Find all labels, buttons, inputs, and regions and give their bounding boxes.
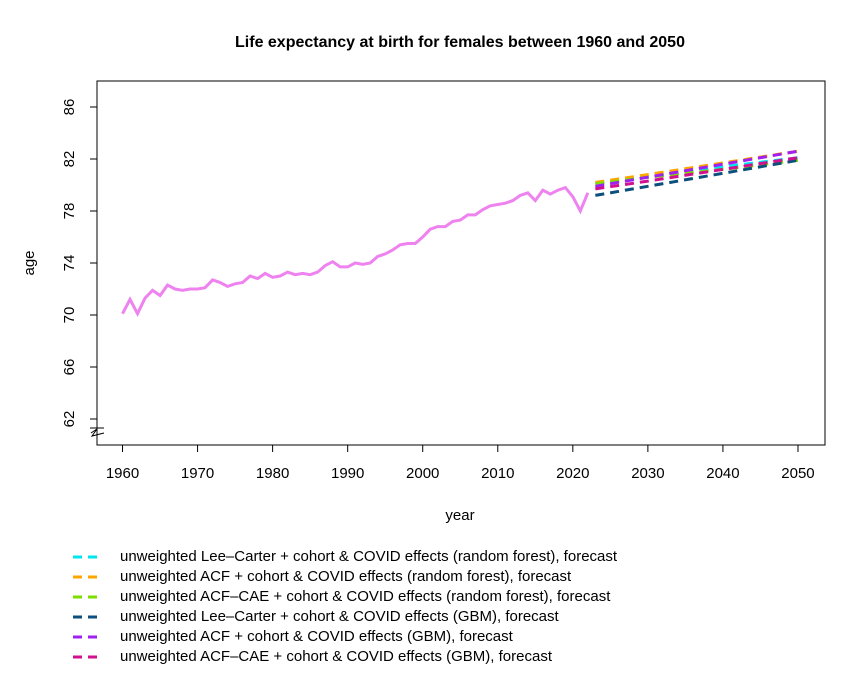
legend-label: unweighted ACF–CAE + cohort & COVID effe… <box>120 648 553 665</box>
series-line <box>595 158 799 197</box>
x-tick-label: 1960 <box>106 465 139 482</box>
x-tick-label: 2050 <box>781 465 814 482</box>
axis-break <box>90 427 105 437</box>
x-axis-label: year <box>445 507 474 524</box>
y-tick-label: 86 <box>61 99 78 116</box>
legend-label: unweighted ACF–CAE + cohort & COVID effe… <box>120 588 611 605</box>
y-tick-label: 82 <box>61 151 78 168</box>
x-tick-label: 2000 <box>406 465 439 482</box>
plot-box <box>96 80 826 446</box>
x-tick-label: 1990 <box>331 465 364 482</box>
legend-label: unweighted ACF + cohort & COVID effects … <box>120 628 514 645</box>
series-line <box>595 156 799 191</box>
legend-label: unweighted Lee–Carter + cohort & COVID e… <box>120 548 618 565</box>
x-tick-label: 2020 <box>556 465 589 482</box>
x-tick-label: 2030 <box>631 465 664 482</box>
y-tick-label: 66 <box>61 359 78 376</box>
y-axis-label: age <box>21 250 38 275</box>
y-tick-label: 62 <box>61 411 78 428</box>
legend-label: unweighted ACF + cohort & COVID effects … <box>120 568 572 585</box>
y-tick-label: 78 <box>61 203 78 220</box>
y-tick-label: 74 <box>61 255 78 272</box>
series-line <box>595 149 799 188</box>
x-tick-label: 1970 <box>181 465 214 482</box>
chart-title: Life expectancy at birth for females bet… <box>235 34 685 51</box>
y-tick-label: 70 <box>61 307 78 324</box>
x-tick-label: 2010 <box>481 465 514 482</box>
legend-label: unweighted Lee–Carter + cohort & COVID e… <box>120 608 560 625</box>
series-line <box>121 185 590 318</box>
x-tick-label: 2040 <box>706 465 739 482</box>
series-line <box>595 149 799 184</box>
x-tick-label: 1980 <box>256 465 289 482</box>
